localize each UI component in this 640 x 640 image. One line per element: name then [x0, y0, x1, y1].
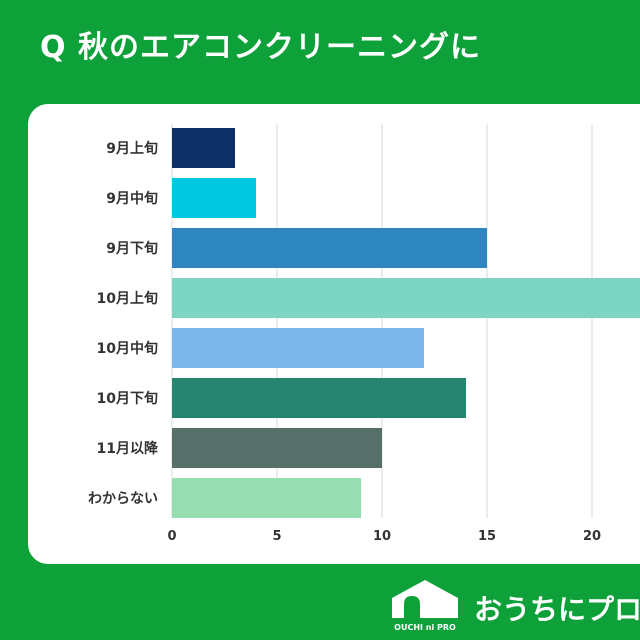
bar — [172, 428, 382, 468]
x-tick-label: 5 — [272, 529, 281, 544]
page-title: Q 秋のエアコンクリーニングに — [40, 30, 481, 65]
category-label: 9月下旬 — [106, 240, 158, 257]
bar — [172, 228, 487, 268]
bar — [172, 128, 235, 168]
bar — [172, 478, 361, 518]
category-label: 9月上旬 — [106, 140, 158, 157]
bar — [172, 328, 424, 368]
category-label: 10月上旬 — [97, 290, 158, 307]
bar — [172, 378, 466, 418]
category-label: 9月中旬 — [106, 190, 158, 207]
bar — [172, 278, 640, 318]
x-tick-label: 0 — [167, 529, 176, 544]
category-label: 11月以降 — [97, 440, 159, 457]
logo-text: OUCHI ni PRO — [394, 623, 456, 632]
x-tick-label: 20 — [583, 529, 601, 544]
category-label: 10月下旬 — [97, 390, 158, 407]
category-label: 10月中旬 — [97, 340, 158, 357]
ouchinipro-logo: OUCHI ni PRO — [392, 580, 458, 632]
category-label: わからない — [88, 491, 158, 507]
x-tick-label: 15 — [478, 529, 496, 544]
x-tick-label: 10 — [373, 529, 391, 544]
bar — [172, 178, 256, 218]
brand-name: おうちにプロ — [474, 593, 640, 626]
